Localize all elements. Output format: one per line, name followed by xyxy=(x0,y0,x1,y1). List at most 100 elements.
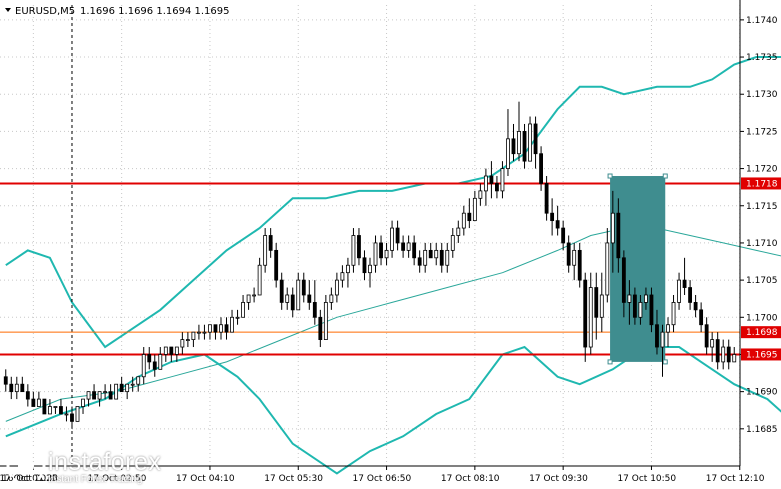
candle-body xyxy=(495,183,499,192)
candle-body xyxy=(285,294,290,303)
candle-body xyxy=(136,376,141,385)
y-tick-label: 1.1690 xyxy=(746,388,778,398)
candle-body xyxy=(688,287,693,303)
candle-body xyxy=(456,227,461,236)
candle-body xyxy=(141,354,146,378)
y-tick-label: 1.1715 xyxy=(746,202,778,212)
candle-body xyxy=(506,138,510,169)
highlight-handle xyxy=(607,359,613,365)
candle-body xyxy=(158,354,163,370)
candle-body xyxy=(114,383,119,400)
candle-body xyxy=(555,220,560,229)
candle-body xyxy=(528,123,532,162)
level-label-bg xyxy=(741,177,781,190)
candle-body xyxy=(3,376,8,385)
candle-body xyxy=(561,227,566,244)
candle-body xyxy=(268,235,273,251)
candle-body xyxy=(445,249,450,266)
candle-body xyxy=(605,242,610,296)
x-tick-label: 17 Oct 04:10 xyxy=(176,474,235,484)
candle-body xyxy=(241,302,245,318)
candle-body xyxy=(47,406,52,415)
candle-body xyxy=(174,346,179,355)
candle-body xyxy=(340,272,345,281)
candle-body xyxy=(500,168,505,192)
candle-body xyxy=(185,339,190,341)
candle-body xyxy=(329,294,334,303)
candle-body xyxy=(301,279,306,296)
y-tick-label: 1.1720 xyxy=(746,165,778,175)
candle-body xyxy=(97,391,102,400)
candle-body xyxy=(230,316,234,333)
dropdown-arrow-icon[interactable] xyxy=(5,8,11,12)
candle-body xyxy=(59,406,63,415)
candle-body xyxy=(461,212,466,229)
level-label-bg xyxy=(741,348,781,361)
symbol-label: EURUSD,M5 xyxy=(15,6,75,17)
candle-body xyxy=(9,383,14,393)
candle-body xyxy=(489,175,494,184)
candle-body xyxy=(75,406,80,422)
highlight-handle xyxy=(662,359,668,365)
candles xyxy=(3,101,737,429)
x-tick-label: 17 Oct 08:10 xyxy=(441,474,500,484)
candle-body xyxy=(125,383,130,393)
candle-body xyxy=(677,279,681,303)
candle-body xyxy=(511,138,516,155)
candle-body xyxy=(196,331,201,334)
candle-body xyxy=(208,324,212,333)
candle-body xyxy=(616,212,621,259)
candle-body xyxy=(412,242,417,259)
candle-body xyxy=(257,264,262,296)
x-tick-label: 17 Oct 05:30 xyxy=(264,474,323,484)
candle-body xyxy=(715,339,720,363)
candle-body xyxy=(64,413,69,416)
logo-star-icon xyxy=(6,446,46,486)
candle-body xyxy=(638,302,643,318)
candle-body xyxy=(20,383,25,393)
candle-body xyxy=(390,227,394,251)
candle-body xyxy=(86,391,91,400)
candle-body xyxy=(666,324,670,333)
candle-body xyxy=(450,235,455,251)
candle-body xyxy=(103,391,108,394)
candle-body xyxy=(434,249,439,259)
candle-body xyxy=(274,249,279,281)
candle-body xyxy=(699,309,704,326)
candle-body xyxy=(351,235,356,266)
candle-body xyxy=(224,324,229,333)
bollinger-middle xyxy=(5,227,781,422)
candle-body xyxy=(588,287,593,348)
candle-body xyxy=(14,383,19,393)
candle-body xyxy=(483,175,488,192)
candle-body xyxy=(70,413,74,422)
candle-body xyxy=(632,294,637,318)
candle-body xyxy=(81,398,85,407)
candle-body xyxy=(357,235,361,259)
candle-body xyxy=(710,339,715,348)
instaforex-logo: instaforex Instant Forex Trading xyxy=(6,446,182,488)
candle-body xyxy=(660,331,665,348)
x-tick-label-partial: 16 Oct 2025 xyxy=(2,474,58,484)
ohlc-values: 1.1696 1.1696 1.1694 1.1695 xyxy=(80,6,230,17)
candle-body xyxy=(323,302,328,340)
y-tick-label: 1.1735 xyxy=(746,53,778,63)
candle-body xyxy=(682,279,687,288)
candle-body xyxy=(583,279,588,348)
candle-body xyxy=(263,235,268,266)
candle-body xyxy=(732,354,737,363)
candle-body xyxy=(704,324,709,348)
x-tick-label: 17 Oct 10:50 xyxy=(617,474,676,484)
candle-body xyxy=(594,287,599,318)
candle-body xyxy=(92,391,96,400)
candle-body xyxy=(296,279,301,311)
candle-body xyxy=(621,257,626,303)
candle-body xyxy=(346,264,350,274)
y-tick-label: 1.1740 xyxy=(746,16,778,26)
logo-brand: instaforex xyxy=(48,448,162,476)
candle-body xyxy=(373,242,378,266)
candle-body xyxy=(671,302,676,326)
candle-body xyxy=(130,383,135,386)
candle-body xyxy=(384,249,389,259)
y-tick-label: 1.1725 xyxy=(746,127,778,137)
